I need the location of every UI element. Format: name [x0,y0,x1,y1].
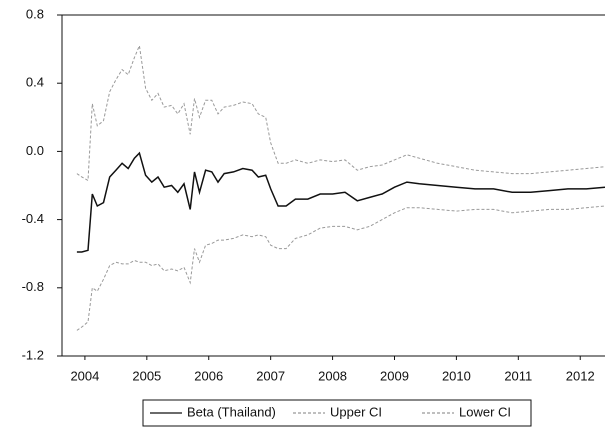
x-tick-label: 2007 [256,368,285,383]
x-tick-label: 2005 [132,368,161,383]
series-line [76,43,605,182]
x-tick-label: 2009 [380,368,409,383]
legend-box [142,399,532,427]
y-tick-label: -0.4 [22,211,44,226]
legend-label: Lower CI [459,404,511,419]
y-tick-label: -1.2 [22,347,44,362]
y-tick-label: 0.8 [26,6,44,21]
legend-label: Beta (Thailand) [187,404,276,419]
x-tick-label: 2010 [442,368,471,383]
x-tick-label: 2008 [318,368,347,383]
x-tick-label: 2006 [194,368,223,383]
series-line [76,205,605,331]
y-tick-label: 0.4 [26,75,44,90]
legend-label: Upper CI [330,404,382,419]
x-tick-label: 2004 [70,368,99,383]
y-tick-label: 0.0 [26,143,44,158]
series-line [76,151,605,253]
x-tick-label: 2012 [566,368,595,383]
x-tick-label: 2011 [504,368,532,383]
y-tick-label: -0.8 [22,279,44,294]
